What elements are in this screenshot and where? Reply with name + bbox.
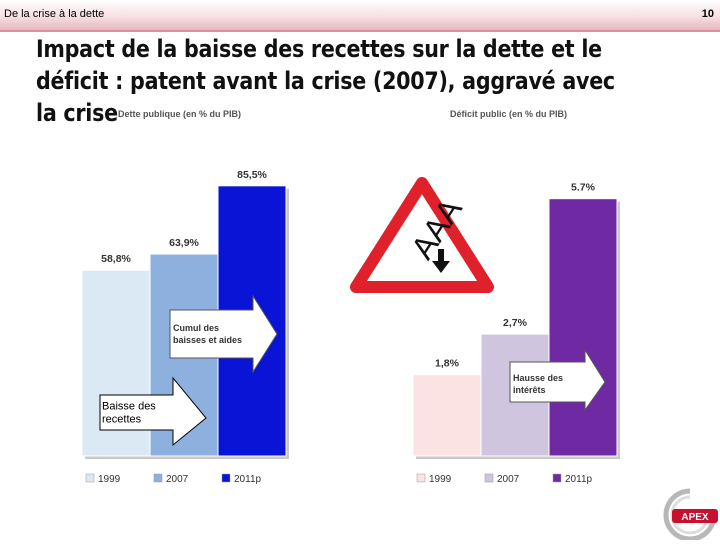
chart-title: Dette publique (en % du PIB)	[118, 109, 241, 119]
debt-chart-svg: Dette publique (en % du PIB) 58,8% 63,9% 85…	[81, 109, 289, 485]
deficit-chart: Déficit public (en % du PIB) 1,8% 2,7% 5.7%…	[405, 100, 635, 495]
legend-label-2011p: 2011p	[565, 474, 593, 485]
legend-swatch-2011p	[552, 473, 562, 483]
arrow-cumul	[169, 294, 278, 374]
legend-label-2007: 2007	[497, 474, 520, 485]
annotation-hausse: Hausse des intérêts	[513, 373, 563, 395]
arrow-hausse	[509, 348, 606, 412]
legend-label-1999: 1999	[429, 474, 452, 485]
aaa-warning-sign: AAA	[348, 175, 496, 295]
arrow-baisse	[99, 376, 207, 447]
page-number: 10	[701, 8, 714, 20]
legend-swatch-2011p	[221, 473, 231, 483]
annotation-cumul: Cumul des baisses et aides	[173, 323, 242, 345]
annotation-line: recettes	[102, 414, 142, 426]
annotation-line: baisses et aides	[173, 335, 242, 345]
apex-logo: APEX	[660, 485, 720, 542]
slide-title: Impact de la baisse des recettes sur la …	[36, 35, 615, 127]
bar-1999	[412, 374, 482, 457]
legend-label-2007: 2007	[166, 474, 189, 485]
annotation-baisse: Baisse des recettes	[102, 401, 156, 426]
data-label-1999: 58,8%	[101, 253, 131, 265]
header-bar	[0, 0, 720, 30]
apex-logo-text: APEX	[681, 512, 709, 523]
data-label-2011p: 85,5%	[237, 169, 267, 181]
annotation-line: Cumul des	[173, 323, 219, 333]
legend-swatch-1999	[85, 473, 95, 483]
data-label-1999: 1,8%	[435, 358, 460, 370]
legend-swatch-2007	[484, 473, 494, 483]
section-label: De la crise à la dette	[4, 8, 105, 20]
deficit-chart-svg: Déficit public (en % du PIB) 1,8% 2,7% 5.7%…	[412, 109, 620, 485]
down-arrow-icon	[432, 249, 450, 273]
legend-label-2011p: 2011p	[234, 474, 262, 485]
data-label-2007: 2,7%	[503, 317, 528, 329]
legend-label-1999: 1999	[98, 474, 121, 485]
chart-title: Déficit public (en % du PIB)	[450, 109, 567, 119]
data-label-2011p: 5.7%	[571, 182, 596, 194]
header-divider	[0, 30, 720, 32]
legend-swatch-2007	[153, 473, 163, 483]
debt-chart: Dette publique (en % du PIB) 58,8% 63,9% 85…	[78, 100, 308, 495]
annotation-line: intérêts	[513, 385, 546, 395]
annotation-line: Hausse des	[513, 373, 563, 383]
data-label-2007: 63,9%	[169, 237, 199, 249]
annotation-line: Baisse des	[102, 401, 156, 413]
legend-swatch-1999	[416, 473, 426, 483]
bar-2011p	[548, 198, 618, 457]
